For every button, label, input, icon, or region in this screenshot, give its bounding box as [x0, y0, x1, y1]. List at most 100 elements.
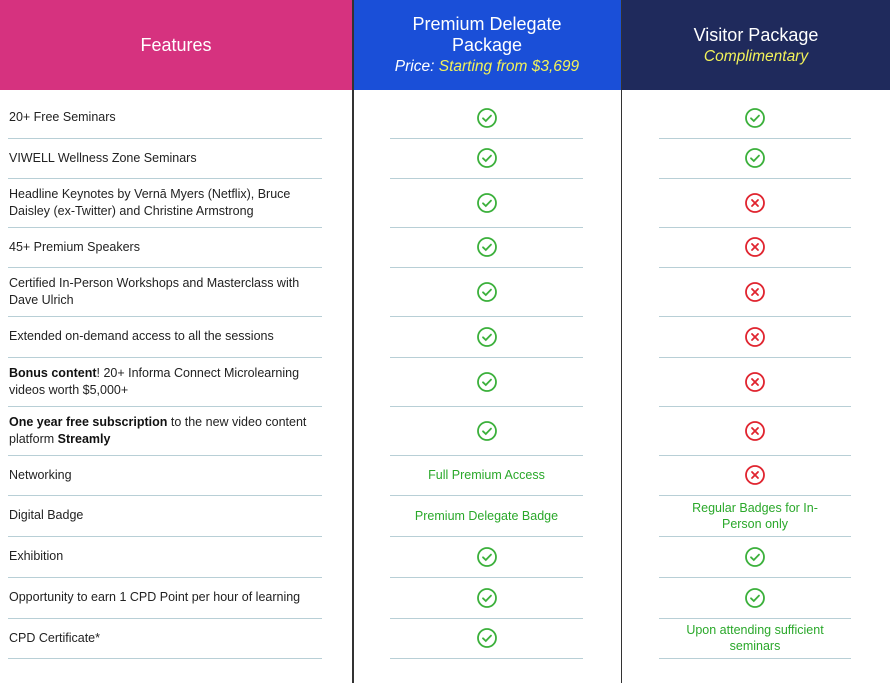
visitor-cell: [659, 536, 851, 577]
visitor-cell: Upon attending sufficient seminars: [659, 618, 851, 658]
row-separator: [659, 658, 851, 659]
cross-icon: [745, 237, 765, 257]
row-separator: [8, 316, 322, 317]
row-separator: [390, 178, 583, 179]
check-icon: [476, 546, 497, 567]
row-separator: [8, 178, 322, 179]
feature-text: Opportunity to earn 1 CPD Point per hour…: [9, 589, 309, 606]
row-separator: [659, 138, 851, 139]
feature-cell: Extended on-demand access to all the ses…: [9, 316, 309, 357]
visitor-header: Visitor Package Complimentary: [622, 0, 890, 90]
cross-icon: [745, 465, 765, 485]
row-separator: [8, 658, 322, 659]
feature-segment: Digital Badge: [9, 508, 84, 522]
feature-segment: Streamly: [57, 431, 111, 446]
feature-text: 45+ Premium Speakers: [9, 239, 309, 256]
feature-cell: Opportunity to earn 1 CPD Point per hour…: [9, 577, 309, 618]
premium-cell: [390, 267, 583, 316]
visitor-text: Upon attending sufficient seminars: [686, 623, 824, 653]
premium-cell: [390, 316, 583, 357]
premium-cell: [390, 138, 583, 178]
premium-cell: [390, 178, 583, 227]
premium-cell: [390, 577, 583, 618]
feature-segment: 45+ Premium Speakers: [9, 239, 140, 254]
row-separator: [659, 495, 851, 496]
feature-text: Digital Badge: [9, 507, 309, 524]
row-separator: [390, 658, 583, 659]
feature-segment: Bonus content: [9, 365, 97, 380]
price: Price: Starting from $3,699: [395, 58, 579, 76]
feature-segment: VIWELL Wellness Zone Seminars: [9, 150, 197, 165]
price-label: Price:: [394, 58, 435, 75]
feature-segment: Exhibition: [9, 549, 64, 563]
feature-cell: Headline Keynotes by Vernā Myers (Netfli…: [9, 178, 309, 227]
premium-cell: Full Premium Access: [390, 455, 583, 495]
feature-text: Bonus content! 20+ Informa Connect Micro…: [9, 365, 309, 399]
visitor-cell: [659, 455, 851, 495]
row-separator: [390, 316, 583, 317]
feature-text: Exhibition: [9, 548, 309, 565]
row-separator: [390, 357, 583, 358]
feature-segment: Certified In-Person Workshops and Master…: [9, 275, 300, 307]
check-icon: [476, 281, 497, 302]
features-header: Features: [0, 0, 352, 90]
cross-icon: [745, 420, 765, 441]
feature-cell: VIWELL Wellness Zone Seminars: [9, 138, 309, 178]
check-icon: [476, 326, 497, 347]
feature-segment: ! 20+ Informa Connect Microlearning vide…: [9, 365, 300, 397]
premium-cell: Premium Delegate Badge: [390, 495, 583, 536]
row-separator: [8, 577, 322, 578]
feature-cell: Certified In-Person Workshops and Master…: [9, 267, 309, 316]
row-separator: [390, 495, 583, 496]
features-title: Features: [140, 34, 212, 55]
row-separator: [659, 267, 851, 268]
row-separator: [659, 227, 851, 228]
row-separator: [659, 618, 851, 619]
row-separator: [659, 406, 851, 407]
visitor-text: Regular Badges for In-Person only: [692, 500, 818, 531]
row-separator: [659, 536, 851, 537]
feature-cell: 20+ Free Seminars: [9, 97, 309, 138]
premium-title: Premium Delegate Package: [412, 14, 562, 55]
check-icon: [476, 371, 497, 392]
visitor-cell: [659, 406, 851, 455]
feature-segment: One year free subscription: [9, 414, 168, 429]
row-separator: [8, 227, 322, 228]
visitor-cell: [659, 227, 851, 267]
feature-cell: Networking: [9, 455, 309, 495]
feature-segment: 20+ Free Seminars: [9, 110, 116, 124]
row-separator: [8, 536, 322, 537]
check-icon: [745, 546, 765, 567]
feature-text: Headline Keynotes by Vernā Myers (Netfli…: [9, 186, 309, 220]
row-separator: [659, 316, 851, 317]
divider: [352, 0, 354, 683]
feature-text: Networking: [9, 467, 309, 484]
feature-segment: Extended on-demand access to all the ses…: [9, 329, 274, 343]
row-separator: [390, 267, 583, 268]
visitor-title: Visitor Package: [693, 24, 819, 45]
feature-text: Certified In-Person Workshops and Master…: [9, 275, 309, 309]
feature-cell: One year free subscription to the new vi…: [9, 406, 309, 455]
row-separator: [390, 138, 583, 139]
premium-cell: [390, 618, 583, 658]
check-icon: [476, 420, 497, 441]
check-icon: [745, 107, 765, 128]
row-separator: [390, 227, 583, 228]
premium-text: Premium Delegate Badge: [414, 508, 559, 523]
cross-icon: [745, 371, 765, 392]
visitor-cell: [659, 97, 851, 138]
visitor-subtitle: Complimentary: [703, 47, 809, 65]
check-icon: [476, 148, 497, 168]
feature-text: 20+ Free Seminars: [9, 109, 309, 126]
row-separator: [8, 618, 322, 619]
row-separator: [8, 495, 322, 496]
visitor-cell: [659, 357, 851, 406]
row-separator: [390, 406, 583, 407]
cross-icon: [745, 326, 765, 347]
row-separator: [390, 618, 583, 619]
row-separator: [8, 455, 322, 456]
row-separator: [659, 357, 851, 358]
row-separator: [8, 138, 322, 139]
check-icon: [745, 148, 765, 168]
